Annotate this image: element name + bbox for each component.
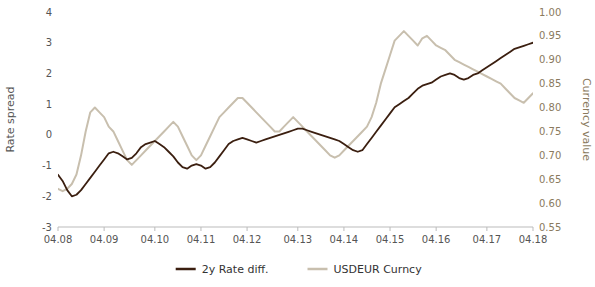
y2-tick-label: 0.60 <box>539 198 561 209</box>
x-tick-label: 04.15 <box>376 234 405 245</box>
legend-swatch <box>308 268 328 271</box>
x-tick-label: 04.10 <box>141 234 170 245</box>
x-tick <box>200 227 201 231</box>
legend: 2y Rate diff. USDEUR Curncy <box>176 263 422 276</box>
x-tick-label: 04.14 <box>330 234 359 245</box>
y2-tick-label: 0.90 <box>539 54 561 65</box>
y-axis-label: Rate spread <box>4 86 17 152</box>
y-tick-label: 0 <box>46 129 52 140</box>
y2-tick-label: 1.00 <box>539 7 561 18</box>
y2-tick-label: 0.85 <box>539 78 561 89</box>
legend-label: 2y Rate diff. <box>202 263 269 276</box>
y2-tick-label: 0.70 <box>539 150 561 161</box>
x-axis-line <box>58 227 533 228</box>
y2-axis-label: Currency value <box>580 78 593 161</box>
y-tick-label: -2 <box>42 191 52 202</box>
y-tick-label: -3 <box>42 222 52 233</box>
x-tick <box>104 227 105 231</box>
y-tick-label: 2 <box>46 68 52 79</box>
x-tick <box>390 227 391 231</box>
plot-area <box>58 31 533 196</box>
y2-tick-label: 0.75 <box>539 126 561 137</box>
y-tick-label: 1 <box>46 99 52 110</box>
y2-tick-label: 0.80 <box>539 102 561 113</box>
x-tick <box>436 227 437 231</box>
x-tick-label: 04.09 <box>90 234 119 245</box>
x-tick <box>486 227 487 231</box>
series-line <box>58 31 533 191</box>
x-tick <box>533 227 534 231</box>
chart: 04.08 04.09 04.10 04.11 04.12 04.13 04.14 04.15… <box>0 0 595 287</box>
series-line <box>58 43 533 197</box>
x-tick <box>297 227 298 231</box>
y2-tick-label: 0.95 <box>539 30 561 41</box>
x-tick-label: 04.08 <box>44 234 73 245</box>
legend-swatch <box>176 268 196 271</box>
y-tick-label: -1 <box>42 160 52 171</box>
x-tick <box>343 227 344 231</box>
x-tick <box>247 227 248 231</box>
x-tick-label: 04.13 <box>283 234 312 245</box>
x-tick-label: 04.18 <box>519 234 548 245</box>
x-tick-label: 04.11 <box>187 234 216 245</box>
x-tick <box>154 227 155 231</box>
y-tick-label: 3 <box>46 37 52 48</box>
y2-tick-label: 0.65 <box>539 174 561 185</box>
x-tick-label: 04.16 <box>422 234 451 245</box>
x-tick <box>58 227 59 231</box>
x-tick-label: 04.17 <box>473 234 502 245</box>
y2-tick-label: 0.55 <box>539 222 561 233</box>
legend-label: USDEUR Curncy <box>334 263 423 276</box>
y-tick-label: 4 <box>46 7 52 18</box>
x-tick-label: 04.12 <box>233 234 262 245</box>
